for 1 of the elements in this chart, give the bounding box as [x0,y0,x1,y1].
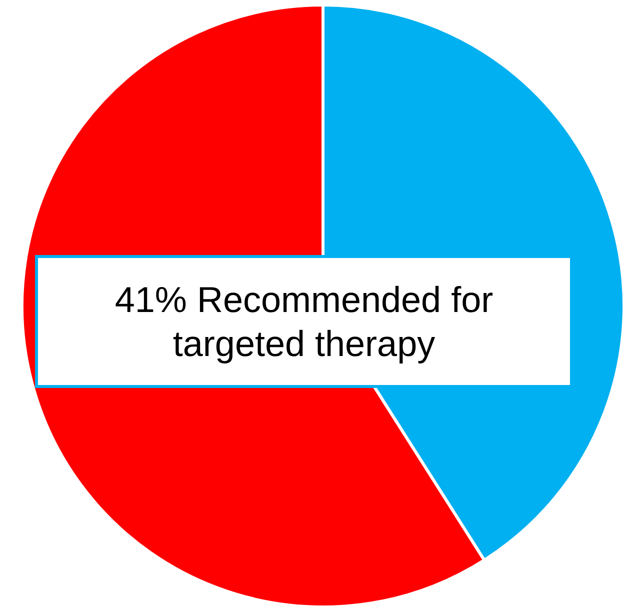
text: 41% Recommended for targeted therapy [35,255,573,388]
